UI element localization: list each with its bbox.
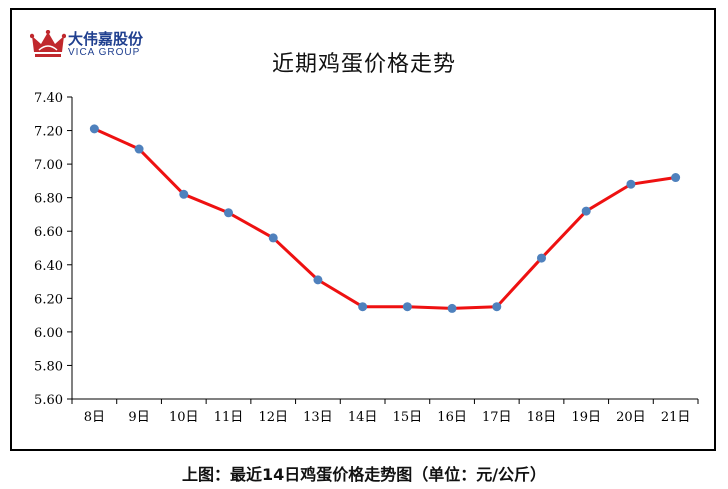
- crown-icon: [30, 30, 66, 57]
- chart-title: 近期鸡蛋价格走势: [271, 52, 456, 77]
- figure-caption: 上图：最近14日鸡蛋价格走势图（单位：元/公斤）: [181, 465, 547, 484]
- logo-name-cn: 大伟嘉股份: [68, 30, 144, 48]
- logo-name-en: VICA GROUP: [68, 47, 141, 58]
- company-logo: 大伟嘉股份 VICA GROUP: [30, 28, 170, 64]
